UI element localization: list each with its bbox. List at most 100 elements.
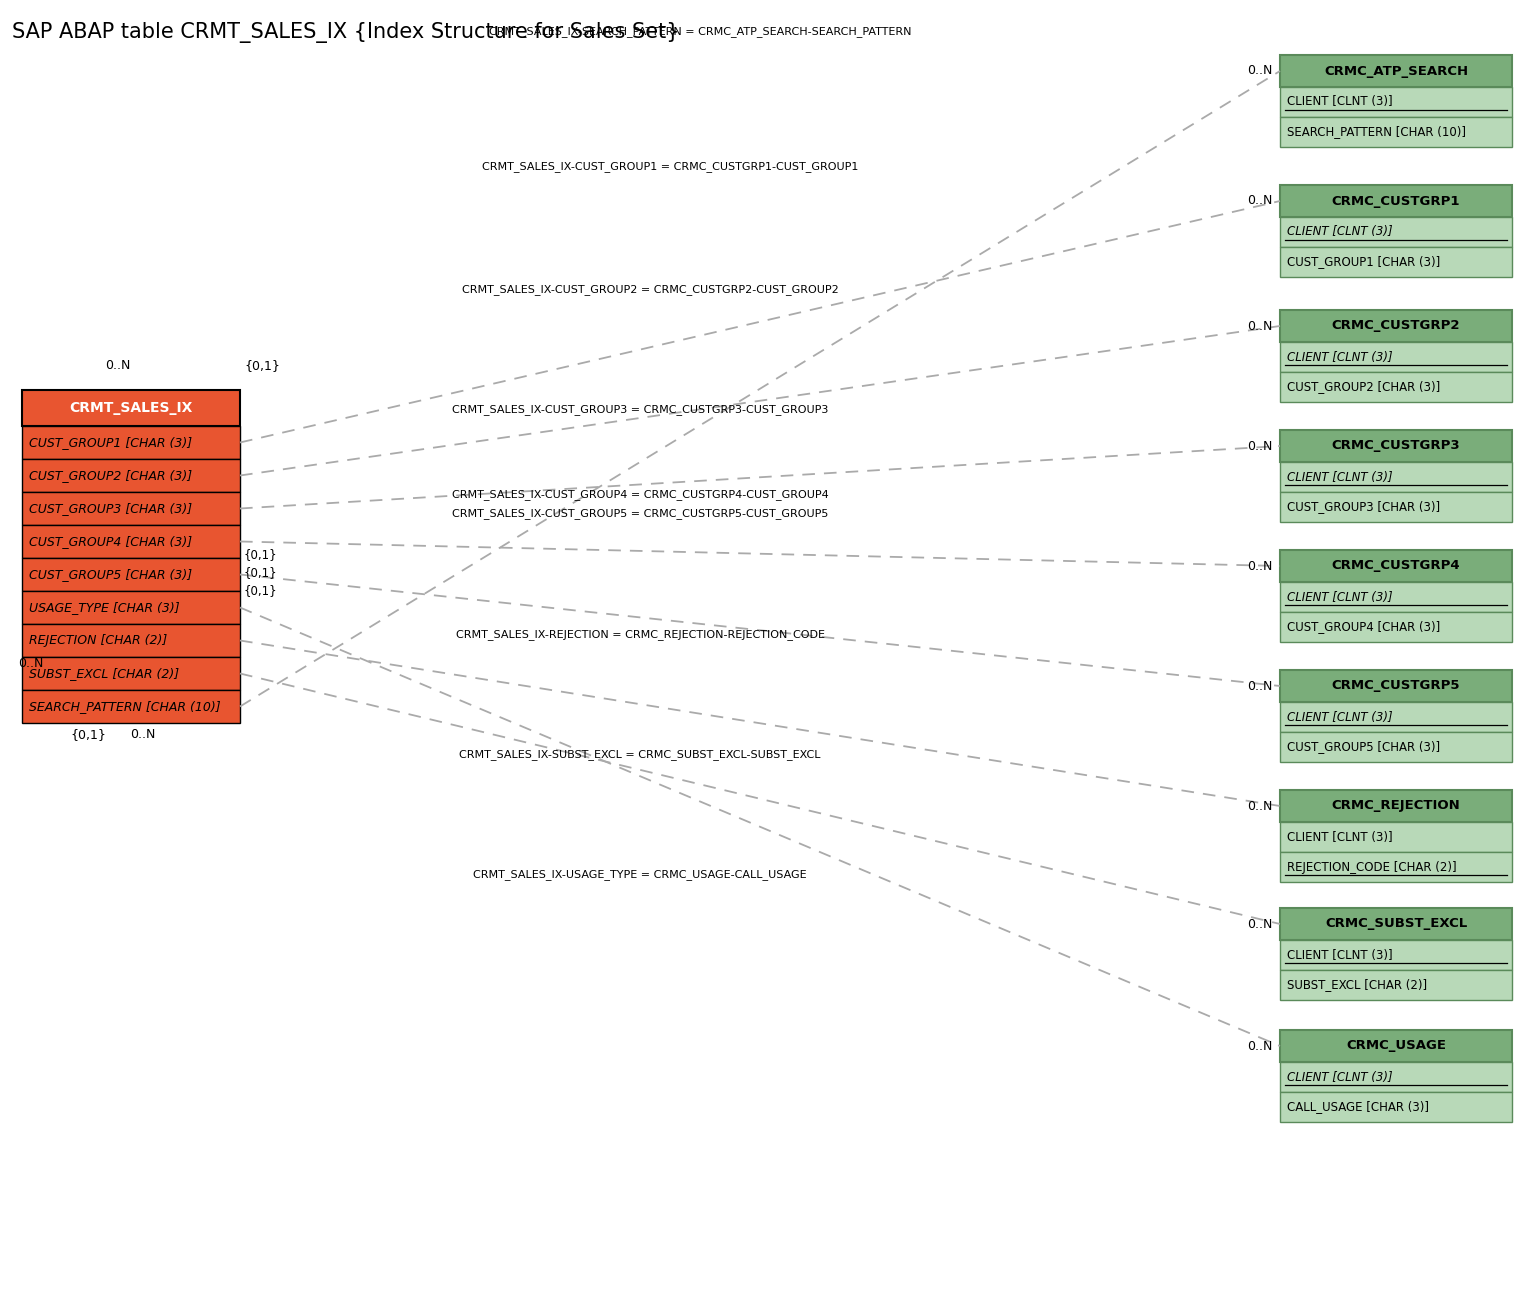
Bar: [1280, 733, 1512, 762]
Bar: [1280, 1062, 1512, 1092]
Bar: [1280, 463, 1512, 492]
Text: CUST_GROUP4 [CHAR (3)]: CUST_GROUP4 [CHAR (3)]: [1286, 620, 1440, 633]
Bar: [1280, 702, 1512, 733]
Text: CLIENT [CLNT (3)]: CLIENT [CLNT (3)]: [1286, 711, 1392, 724]
Text: CRMC_CUSTGRP2: CRMC_CUSTGRP2: [1332, 319, 1460, 332]
Text: CRMT_SALES_IX-SEARCH_PATTERN = CRMC_ATP_SEARCH-SEARCH_PATTERN: CRMT_SALES_IX-SEARCH_PATTERN = CRMC_ATP_…: [488, 26, 912, 37]
Bar: [1280, 87, 1512, 118]
Text: CUST_GROUP3 [CHAR (3)]: CUST_GROUP3 [CHAR (3)]: [29, 503, 192, 516]
Text: CRMT_SALES_IX-CUST_GROUP5 = CRMC_CUSTGRP5-CUST_GROUP5: CRMT_SALES_IX-CUST_GROUP5 = CRMC_CUSTGRP…: [451, 508, 829, 519]
Bar: [21, 525, 239, 558]
Bar: [1280, 185, 1512, 217]
Text: CRMC_ATP_SEARCH: CRMC_ATP_SEARCH: [1323, 65, 1467, 78]
Text: SEARCH_PATTERN [CHAR (10)]: SEARCH_PATTERN [CHAR (10)]: [1286, 125, 1466, 138]
Bar: [1280, 908, 1512, 941]
Bar: [1280, 789, 1512, 822]
Text: CRMT_SALES_IX-CUST_GROUP1 = CRMC_CUSTGRP1-CUST_GROUP1: CRMT_SALES_IX-CUST_GROUP1 = CRMC_CUSTGRP…: [482, 162, 858, 172]
Bar: [1280, 372, 1512, 402]
Text: CRMT_SALES_IX-CUST_GROUP3 = CRMC_CUSTGRP3-CUST_GROUP3: CRMT_SALES_IX-CUST_GROUP3 = CRMC_CUSTGRP…: [451, 404, 829, 415]
Text: CUST_GROUP5 [CHAR (3)]: CUST_GROUP5 [CHAR (3)]: [1286, 740, 1440, 753]
Text: CUST_GROUP1 [CHAR (3)]: CUST_GROUP1 [CHAR (3)]: [29, 435, 192, 450]
Bar: [1280, 342, 1512, 372]
Bar: [1280, 430, 1512, 463]
Bar: [1280, 492, 1512, 522]
Text: CRMT_SALES_IX-REJECTION = CRMC_REJECTION-REJECTION_CODE: CRMT_SALES_IX-REJECTION = CRMC_REJECTION…: [456, 629, 824, 640]
Text: CRMC_SUBST_EXCL: CRMC_SUBST_EXCL: [1325, 917, 1467, 930]
Text: 0..N: 0..N: [18, 658, 43, 671]
Text: SUBST_EXCL [CHAR (2)]: SUBST_EXCL [CHAR (2)]: [29, 667, 180, 680]
Bar: [1280, 247, 1512, 276]
Text: CLIENT [CLNT (3)]: CLIENT [CLNT (3)]: [1286, 226, 1392, 239]
Text: REJECTION [CHAR (2)]: REJECTION [CHAR (2)]: [29, 634, 167, 647]
Text: CUST_GROUP3 [CHAR (3)]: CUST_GROUP3 [CHAR (3)]: [1286, 500, 1440, 513]
Text: 0..N: 0..N: [1246, 439, 1273, 452]
Text: CRMC_CUSTGRP1: CRMC_CUSTGRP1: [1332, 195, 1460, 208]
Bar: [21, 558, 239, 590]
Text: 0..N: 0..N: [1246, 800, 1273, 813]
Bar: [1280, 941, 1512, 970]
Text: CUST_GROUP2 [CHAR (3)]: CUST_GROUP2 [CHAR (3)]: [1286, 381, 1440, 394]
Text: {0,1}: {0,1}: [244, 549, 278, 562]
Bar: [21, 658, 239, 690]
Bar: [1280, 1030, 1512, 1062]
Text: CLIENT [CLNT (3)]: CLIENT [CLNT (3)]: [1286, 1071, 1392, 1084]
Text: 0..N: 0..N: [130, 727, 155, 742]
Bar: [21, 690, 239, 724]
Text: CUST_GROUP4 [CHAR (3)]: CUST_GROUP4 [CHAR (3)]: [29, 535, 192, 548]
Text: SAP ABAP table CRMT_SALES_IX {Index Structure for Sales Set}: SAP ABAP table CRMT_SALES_IX {Index Stru…: [12, 22, 680, 43]
Text: USAGE_TYPE [CHAR (3)]: USAGE_TYPE [CHAR (3)]: [29, 601, 180, 614]
Bar: [1280, 118, 1512, 147]
Text: {0,1}: {0,1}: [244, 359, 279, 372]
Text: CRMC_USAGE: CRMC_USAGE: [1346, 1040, 1446, 1053]
Bar: [1280, 56, 1512, 87]
Bar: [21, 624, 239, 658]
Text: CLIENT [CLNT (3)]: CLIENT [CLNT (3)]: [1286, 470, 1392, 483]
Text: {0,1}: {0,1}: [244, 584, 278, 597]
Text: 0..N: 0..N: [1246, 917, 1273, 930]
Bar: [1280, 217, 1512, 247]
Text: 0..N: 0..N: [104, 359, 130, 372]
Bar: [1280, 550, 1512, 581]
Text: 0..N: 0..N: [1246, 680, 1273, 693]
Text: CLIENT [CLNT (3)]: CLIENT [CLNT (3)]: [1286, 831, 1392, 844]
Text: CRMT_SALES_IX-USAGE_TYPE = CRMC_USAGE-CALL_USAGE: CRMT_SALES_IX-USAGE_TYPE = CRMC_USAGE-CA…: [473, 870, 807, 880]
Text: CLIENT [CLNT (3)]: CLIENT [CLNT (3)]: [1286, 96, 1392, 109]
Bar: [21, 492, 239, 525]
Text: 0..N: 0..N: [1246, 319, 1273, 332]
Text: REJECTION_CODE [CHAR (2)]: REJECTION_CODE [CHAR (2)]: [1286, 860, 1457, 873]
Bar: [1280, 851, 1512, 882]
Bar: [1280, 310, 1512, 342]
Text: CRMT_SALES_IX-SUBST_EXCL = CRMC_SUBST_EXCL-SUBST_EXCL: CRMT_SALES_IX-SUBST_EXCL = CRMC_SUBST_EX…: [459, 749, 821, 760]
Text: CALL_USAGE [CHAR (3)]: CALL_USAGE [CHAR (3)]: [1286, 1101, 1429, 1114]
Text: SUBST_EXCL [CHAR (2)]: SUBST_EXCL [CHAR (2)]: [1286, 978, 1428, 991]
Text: CUST_GROUP2 [CHAR (3)]: CUST_GROUP2 [CHAR (3)]: [29, 469, 192, 482]
Text: CUST_GROUP5 [CHAR (3)]: CUST_GROUP5 [CHAR (3)]: [29, 568, 192, 581]
Bar: [1280, 612, 1512, 642]
Text: {0,1}: {0,1}: [244, 566, 278, 580]
Bar: [1280, 1092, 1512, 1121]
Bar: [1280, 970, 1512, 1000]
Text: CLIENT [CLNT (3)]: CLIENT [CLNT (3)]: [1286, 590, 1392, 603]
Text: CRMC_CUSTGRP4: CRMC_CUSTGRP4: [1332, 559, 1460, 572]
Text: CRMT_SALES_IX-CUST_GROUP2 = CRMC_CUSTGRP2-CUST_GROUP2: CRMT_SALES_IX-CUST_GROUP2 = CRMC_CUSTGRP…: [462, 284, 838, 295]
Text: CRMC_CUSTGRP5: CRMC_CUSTGRP5: [1332, 680, 1460, 693]
Text: 0..N: 0..N: [1246, 559, 1273, 572]
Text: CRMC_CUSTGRP3: CRMC_CUSTGRP3: [1332, 439, 1460, 452]
Text: 0..N: 0..N: [1246, 195, 1273, 208]
Bar: [21, 390, 239, 426]
Text: CRMT_SALES_IX-CUST_GROUP4 = CRMC_CUSTGRP4-CUST_GROUP4: CRMT_SALES_IX-CUST_GROUP4 = CRMC_CUSTGRP…: [451, 490, 829, 500]
Text: CLIENT [CLNT (3)]: CLIENT [CLNT (3)]: [1286, 350, 1392, 363]
Bar: [21, 459, 239, 492]
Bar: [1280, 822, 1512, 851]
Text: CRMC_REJECTION: CRMC_REJECTION: [1332, 800, 1460, 813]
Bar: [1280, 671, 1512, 702]
Text: CUST_GROUP1 [CHAR (3)]: CUST_GROUP1 [CHAR (3)]: [1286, 256, 1440, 269]
Bar: [21, 590, 239, 624]
Text: CRMT_SALES_IX: CRMT_SALES_IX: [69, 401, 193, 415]
Text: 0..N: 0..N: [1246, 1040, 1273, 1053]
Text: SEARCH_PATTERN [CHAR (10)]: SEARCH_PATTERN [CHAR (10)]: [29, 700, 221, 713]
Text: CLIENT [CLNT (3)]: CLIENT [CLNT (3)]: [1286, 948, 1392, 961]
Bar: [1280, 581, 1512, 612]
Text: 0..N: 0..N: [1246, 65, 1273, 78]
Text: {0,1}: {0,1}: [71, 727, 106, 742]
